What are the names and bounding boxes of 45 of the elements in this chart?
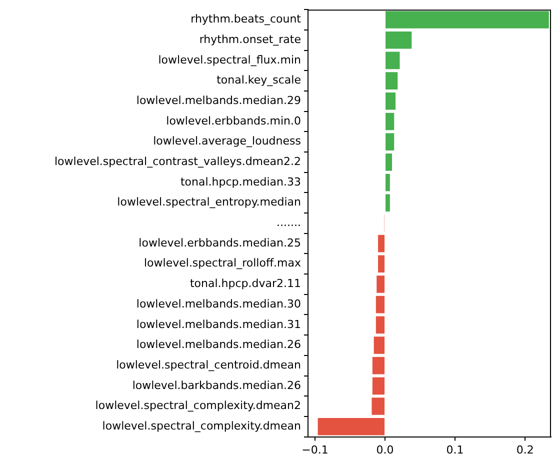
y-tick-label: ....... xyxy=(276,216,301,230)
x-tick-label: 0.2 xyxy=(516,443,534,456)
bar xyxy=(386,112,394,130)
bar xyxy=(376,276,385,293)
bar xyxy=(386,133,394,150)
bar xyxy=(386,194,390,212)
bar xyxy=(378,234,385,252)
bar xyxy=(372,398,385,415)
y-tick-label: lowlevel.melbands.median.29 xyxy=(136,94,301,107)
bar xyxy=(386,52,400,70)
y-tick-label: lowlevel.spectral_complexity.dmean xyxy=(102,419,302,432)
bar xyxy=(374,336,385,354)
bar xyxy=(386,31,412,49)
bar xyxy=(386,72,398,90)
bar xyxy=(386,92,396,110)
y-tick-label: lowlevel.spectral_rolloff.max xyxy=(144,256,302,270)
y-tick-label: lowlevel.erbbands.median.25 xyxy=(138,236,301,250)
y-tick-label: rhythm.beats_count xyxy=(190,12,302,26)
y-tick-label: lowlevel.spectral_entropy.median xyxy=(117,196,302,209)
y-tick-label: lowlevel.melbands.median.30 xyxy=(136,297,301,310)
bar xyxy=(386,174,390,192)
y-tick-label: lowlevel.erbbands.min.0 xyxy=(166,114,301,128)
bar xyxy=(386,11,549,28)
y-tick-label: lowlevel.average_loudness xyxy=(153,134,302,148)
bar xyxy=(376,296,385,314)
y-tick-label: tonal.key_scale xyxy=(216,74,302,87)
bar xyxy=(318,418,385,436)
bar xyxy=(372,377,385,395)
y-tick-label: lowlevel.spectral_contrast_valleys.dmean2.2 xyxy=(54,155,301,168)
x-tick-label: −0.1 xyxy=(302,443,328,456)
bar xyxy=(386,154,392,171)
y-tick-label: lowlevel.spectral_complexity.dmean2 xyxy=(95,399,301,412)
y-tick-label: tonal.hpcp.dvar2.11 xyxy=(190,277,301,290)
y-tick-label: rhythm.onset_rate xyxy=(199,32,302,46)
bar xyxy=(378,255,385,273)
y-tick-label: lowlevel.spectral_flux.min xyxy=(158,53,302,66)
bar xyxy=(372,356,385,374)
y-tick-label: lowlevel.melbands.median.31 xyxy=(136,318,301,331)
y-tick-label: lowlevel.barkbands.median.26 xyxy=(132,378,301,392)
bar xyxy=(376,316,385,334)
x-tick-label: 0.0 xyxy=(376,443,394,456)
x-tick-label: 0.1 xyxy=(446,443,464,456)
y-tick-label: tonal.hpcp.median.33 xyxy=(180,175,301,188)
y-tick-label: lowlevel.spectral_centroid.dmean xyxy=(116,358,302,372)
y-tick-label: lowlevel.melbands.median.26 xyxy=(136,338,301,352)
